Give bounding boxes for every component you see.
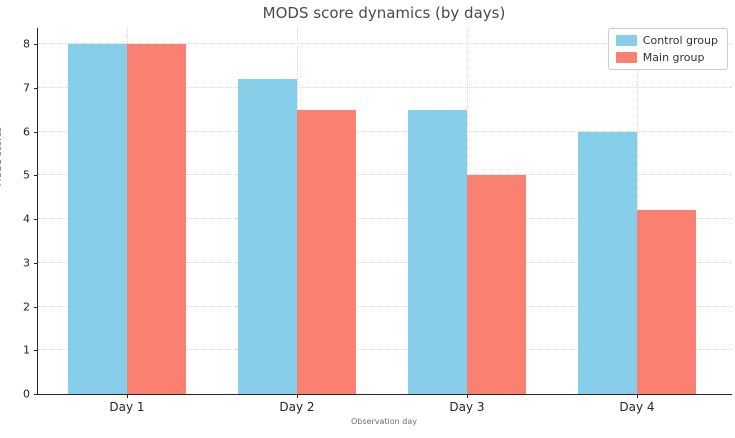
- bar-main-group-day-4: [637, 210, 696, 394]
- gridline-h: [38, 174, 732, 176]
- y-tick-mark: [34, 175, 38, 177]
- bar-main-group-day-2: [297, 109, 356, 394]
- bar-main-group-day-1: [127, 44, 186, 394]
- x-tick-label: Day 4: [619, 400, 655, 414]
- gridline-h: [38, 218, 732, 219]
- x-axis-label: Observation day: [351, 417, 417, 426]
- bar-main-group-day-3: [467, 175, 526, 394]
- y-axis-label: MODS scores: [0, 127, 4, 187]
- y-tick-mark: [34, 131, 38, 133]
- legend-label: Main group: [642, 51, 705, 64]
- gridline-h: [38, 305, 732, 307]
- x-tick-mark: [637, 394, 638, 398]
- gridline-h: [38, 261, 732, 263]
- y-tick-mark: [34, 306, 38, 308]
- y-tick-mark: [34, 44, 38, 45]
- y-tick-label: 7: [23, 81, 30, 95]
- main-group-swatch: [615, 52, 637, 63]
- bar-control-group-day-4: [578, 131, 637, 394]
- y-tick-label: 3: [23, 256, 30, 270]
- x-tick-mark: [127, 394, 128, 398]
- legend-item-control-group: Control group: [615, 34, 718, 47]
- y-tick-mark: [34, 87, 38, 89]
- y-tick-mark: [34, 350, 38, 352]
- x-tick-label: Day 2: [279, 400, 315, 414]
- y-tick-mark: [34, 262, 38, 264]
- x-tick-mark: [467, 394, 468, 398]
- gridline-h: [38, 130, 732, 132]
- gridline-h: [38, 349, 732, 351]
- y-tick-label: 8: [23, 37, 30, 51]
- x-tick-mark: [297, 394, 298, 398]
- y-tick-label: 4: [23, 212, 30, 226]
- y-tick-mark: [34, 219, 38, 220]
- control-group-swatch: [615, 35, 637, 46]
- y-tick-label: 6: [23, 125, 30, 138]
- bar-control-group-day-3: [408, 109, 467, 394]
- y-tick-mark: [34, 394, 38, 395]
- x-tick-label: Day 1: [109, 400, 145, 414]
- gridline-h: [38, 86, 732, 88]
- plot-area: 0 1 2 3 4 5 6 7 8 Day 1 Day 2 Day 3 Day 4: [23, 28, 732, 414]
- bar-control-group-day-2: [238, 79, 297, 394]
- legend: Control group Main group: [607, 28, 728, 70]
- y-tick-label: 5: [23, 168, 30, 182]
- legend-label: Control group: [642, 34, 718, 47]
- y-tick-label: 0: [23, 387, 30, 401]
- x-tick-label: Day 3: [449, 400, 485, 414]
- legend-item-main-group: Main group: [615, 51, 718, 64]
- gridline-h: [38, 43, 732, 44]
- y-tick-label: 2: [23, 300, 30, 313]
- bar-control-group-day-1: [68, 44, 127, 394]
- y-tick-label: 1: [23, 343, 30, 357]
- chart-title: MODS score dynamics (by days): [262, 4, 506, 22]
